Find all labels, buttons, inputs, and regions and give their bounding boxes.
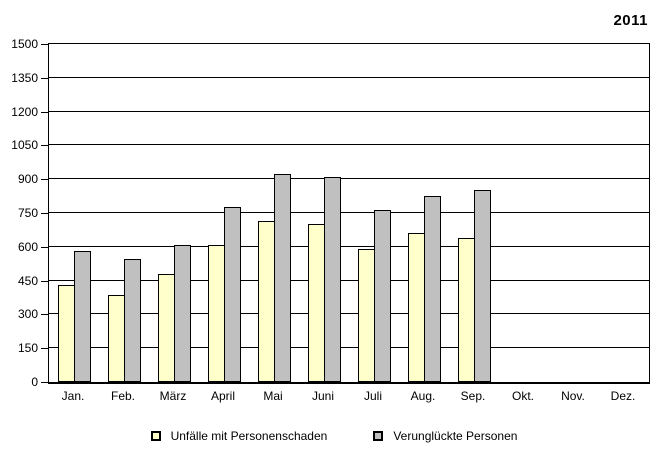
x-axis-label-aug: Aug. xyxy=(410,389,436,403)
bar-group-märz xyxy=(149,44,199,382)
legend: Unfälle mit Personenschaden Verunglückte… xyxy=(0,429,668,443)
gridline-1350 xyxy=(49,76,649,78)
gridline-750 xyxy=(49,212,649,213)
bar-verunglückte-aug xyxy=(423,196,441,382)
y-axis-label-900: 900 xyxy=(17,172,38,187)
legend-swatch-icon xyxy=(150,431,161,441)
y-axis-label-0: 0 xyxy=(31,375,38,389)
bar-group-nov xyxy=(549,44,599,382)
bar-verunglückte-juni xyxy=(323,176,341,382)
legend-label: Unfälle mit Personenschaden xyxy=(170,429,328,443)
x-axis-label-märz: März xyxy=(159,389,187,403)
y-axis-tick xyxy=(41,111,48,113)
y-axis-tick xyxy=(41,213,48,214)
gridline-450 xyxy=(49,279,649,281)
bar-group-sep xyxy=(449,44,499,382)
y-axis-label-750: 750 xyxy=(17,206,38,220)
y-axis-label-450: 450 xyxy=(17,273,38,288)
bar-unfälle-juli xyxy=(357,249,375,382)
bar-verunglückte-sep xyxy=(473,190,491,382)
gridline-1050 xyxy=(49,144,649,146)
bar-unfälle-märz xyxy=(157,273,175,382)
bar-group-dez xyxy=(599,44,649,382)
y-axis-tick xyxy=(41,280,48,282)
bar-group-aug xyxy=(399,44,449,382)
y-axis-label-300: 300 xyxy=(17,307,38,322)
y-axis-tick xyxy=(41,382,48,383)
y-axis-tick xyxy=(41,145,48,147)
y-axis-tick xyxy=(41,246,48,248)
y-axis-label-1050: 1050 xyxy=(11,138,38,153)
x-axis-label-jan: Jan. xyxy=(61,389,85,403)
x-axis-label-okt: Okt. xyxy=(511,389,534,403)
y-axis-tick xyxy=(41,77,48,79)
x-axis-label-sep: Sep. xyxy=(460,389,486,403)
x-axis-label-april: April xyxy=(210,389,235,403)
chart-title: 2011 xyxy=(613,12,648,29)
bar-group-okt xyxy=(499,44,549,382)
legend-item-unfaelle: Unfälle mit Personenschaden xyxy=(150,429,328,443)
x-axis-label-feb: Feb. xyxy=(110,389,135,403)
x-axis-label-juni: Juni xyxy=(311,389,334,403)
y-axis-label-1350: 1350 xyxy=(11,70,38,85)
x-axis-label-juli: Juli xyxy=(363,389,382,403)
bar-unfälle-jan xyxy=(57,285,75,382)
bar-verunglückte-feb xyxy=(123,259,141,382)
y-axis-tick xyxy=(41,44,48,45)
plot-area xyxy=(48,43,650,384)
bar-group-jan xyxy=(49,44,99,382)
gridline-300 xyxy=(49,313,649,315)
bar-unfälle-aug xyxy=(407,233,425,382)
bar-verunglückte-april xyxy=(223,207,241,382)
gridline-900 xyxy=(49,178,649,180)
bar-verunglückte-juli xyxy=(373,209,391,382)
y-axis-tick xyxy=(41,179,48,181)
bar-unfälle-sep xyxy=(457,237,475,382)
gridline-1200 xyxy=(49,110,649,112)
y-axis-label-150: 150 xyxy=(17,341,38,356)
bar-unfälle-juni xyxy=(307,224,325,382)
bar-unfälle-mai xyxy=(257,220,275,382)
bar-verunglückte-jan xyxy=(73,251,91,382)
bar-group-mai xyxy=(249,44,299,382)
bar-verunglückte-märz xyxy=(173,244,191,382)
gridline-600 xyxy=(49,245,649,247)
legend-swatch-icon xyxy=(373,431,384,441)
legend-label: Verunglückte Personen xyxy=(393,429,518,443)
bar-verunglückte-mai xyxy=(273,173,291,382)
y-axis-tick xyxy=(41,314,48,316)
x-axis-label-mai: Mai xyxy=(263,389,283,403)
y-axis-label-1200: 1200 xyxy=(11,104,38,119)
x-axis-labels: Jan. Feb. März April Mai Juni Juli Aug. Sep. Okt.… xyxy=(48,389,648,403)
legend-item-verunglueckte: Verunglückte Personen xyxy=(373,429,517,443)
y-axis-label-1500: 1500 xyxy=(11,37,38,51)
x-axis-label-dez: Dez. xyxy=(610,389,636,403)
y-axis-label-600: 600 xyxy=(17,239,38,254)
bar-group-april xyxy=(199,44,249,382)
bar-unfälle-feb xyxy=(107,295,125,382)
gridline-150 xyxy=(49,347,649,349)
bar-group-feb xyxy=(99,44,149,382)
x-axis-label-nov: Nov. xyxy=(561,389,585,403)
y-axis-tick xyxy=(41,348,48,350)
bar-unfälle-april xyxy=(207,244,225,382)
bar-group-juli xyxy=(349,44,399,382)
bar-group-juni xyxy=(299,44,349,382)
